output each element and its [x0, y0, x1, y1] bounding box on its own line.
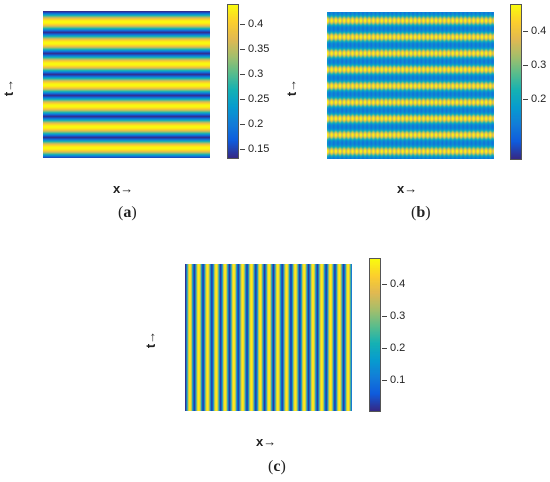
y-axis-label-c: t→ [143, 330, 159, 349]
y-axis-label-b: t→ [284, 78, 300, 97]
colorbar-tick-label: 0.3 [522, 59, 547, 72]
caption-c: (c) [268, 458, 286, 475]
colorbar-tick-label: 0.4 [381, 277, 406, 290]
caption-letter-a: a [123, 204, 132, 221]
colorbar-tick-label: 0.1 [381, 373, 406, 386]
colorbar-a [227, 4, 239, 159]
colorbar-tick-label: 0.2 [239, 118, 264, 130]
colorbar-c [369, 258, 381, 412]
x-axis-label-b: x→ [397, 181, 418, 196]
colorbar-b [510, 4, 522, 160]
x-axis-label-a: x→ [113, 181, 134, 196]
colorbar-tick-label: 0.3 [381, 309, 406, 322]
colorbar-tick-label: 0.4 [239, 18, 264, 30]
x-axis-label-c: x→ [256, 434, 277, 449]
colorbar-tick-label: 0.35 [239, 43, 270, 55]
caption-b: (b) [411, 204, 431, 221]
heatmap-b [327, 12, 494, 159]
colorbar-tick-label: 0.25 [239, 93, 270, 105]
caption-a: (a) [118, 204, 137, 221]
colorbar-tick-label: 0.4 [522, 25, 547, 38]
y-axis-label-a: t→ [1, 78, 17, 97]
heatmap-a [43, 11, 210, 158]
caption-letter-c: c [273, 458, 281, 475]
colorbar-tick-label: 0.15 [239, 143, 270, 155]
colorbar-tick-label: 0.3 [239, 68, 264, 80]
colorbar-tick-label: 0.2 [522, 92, 547, 105]
heatmap-c [185, 264, 352, 411]
colorbar-tick-label: 0.2 [381, 341, 406, 354]
caption-letter-b: b [416, 204, 426, 221]
